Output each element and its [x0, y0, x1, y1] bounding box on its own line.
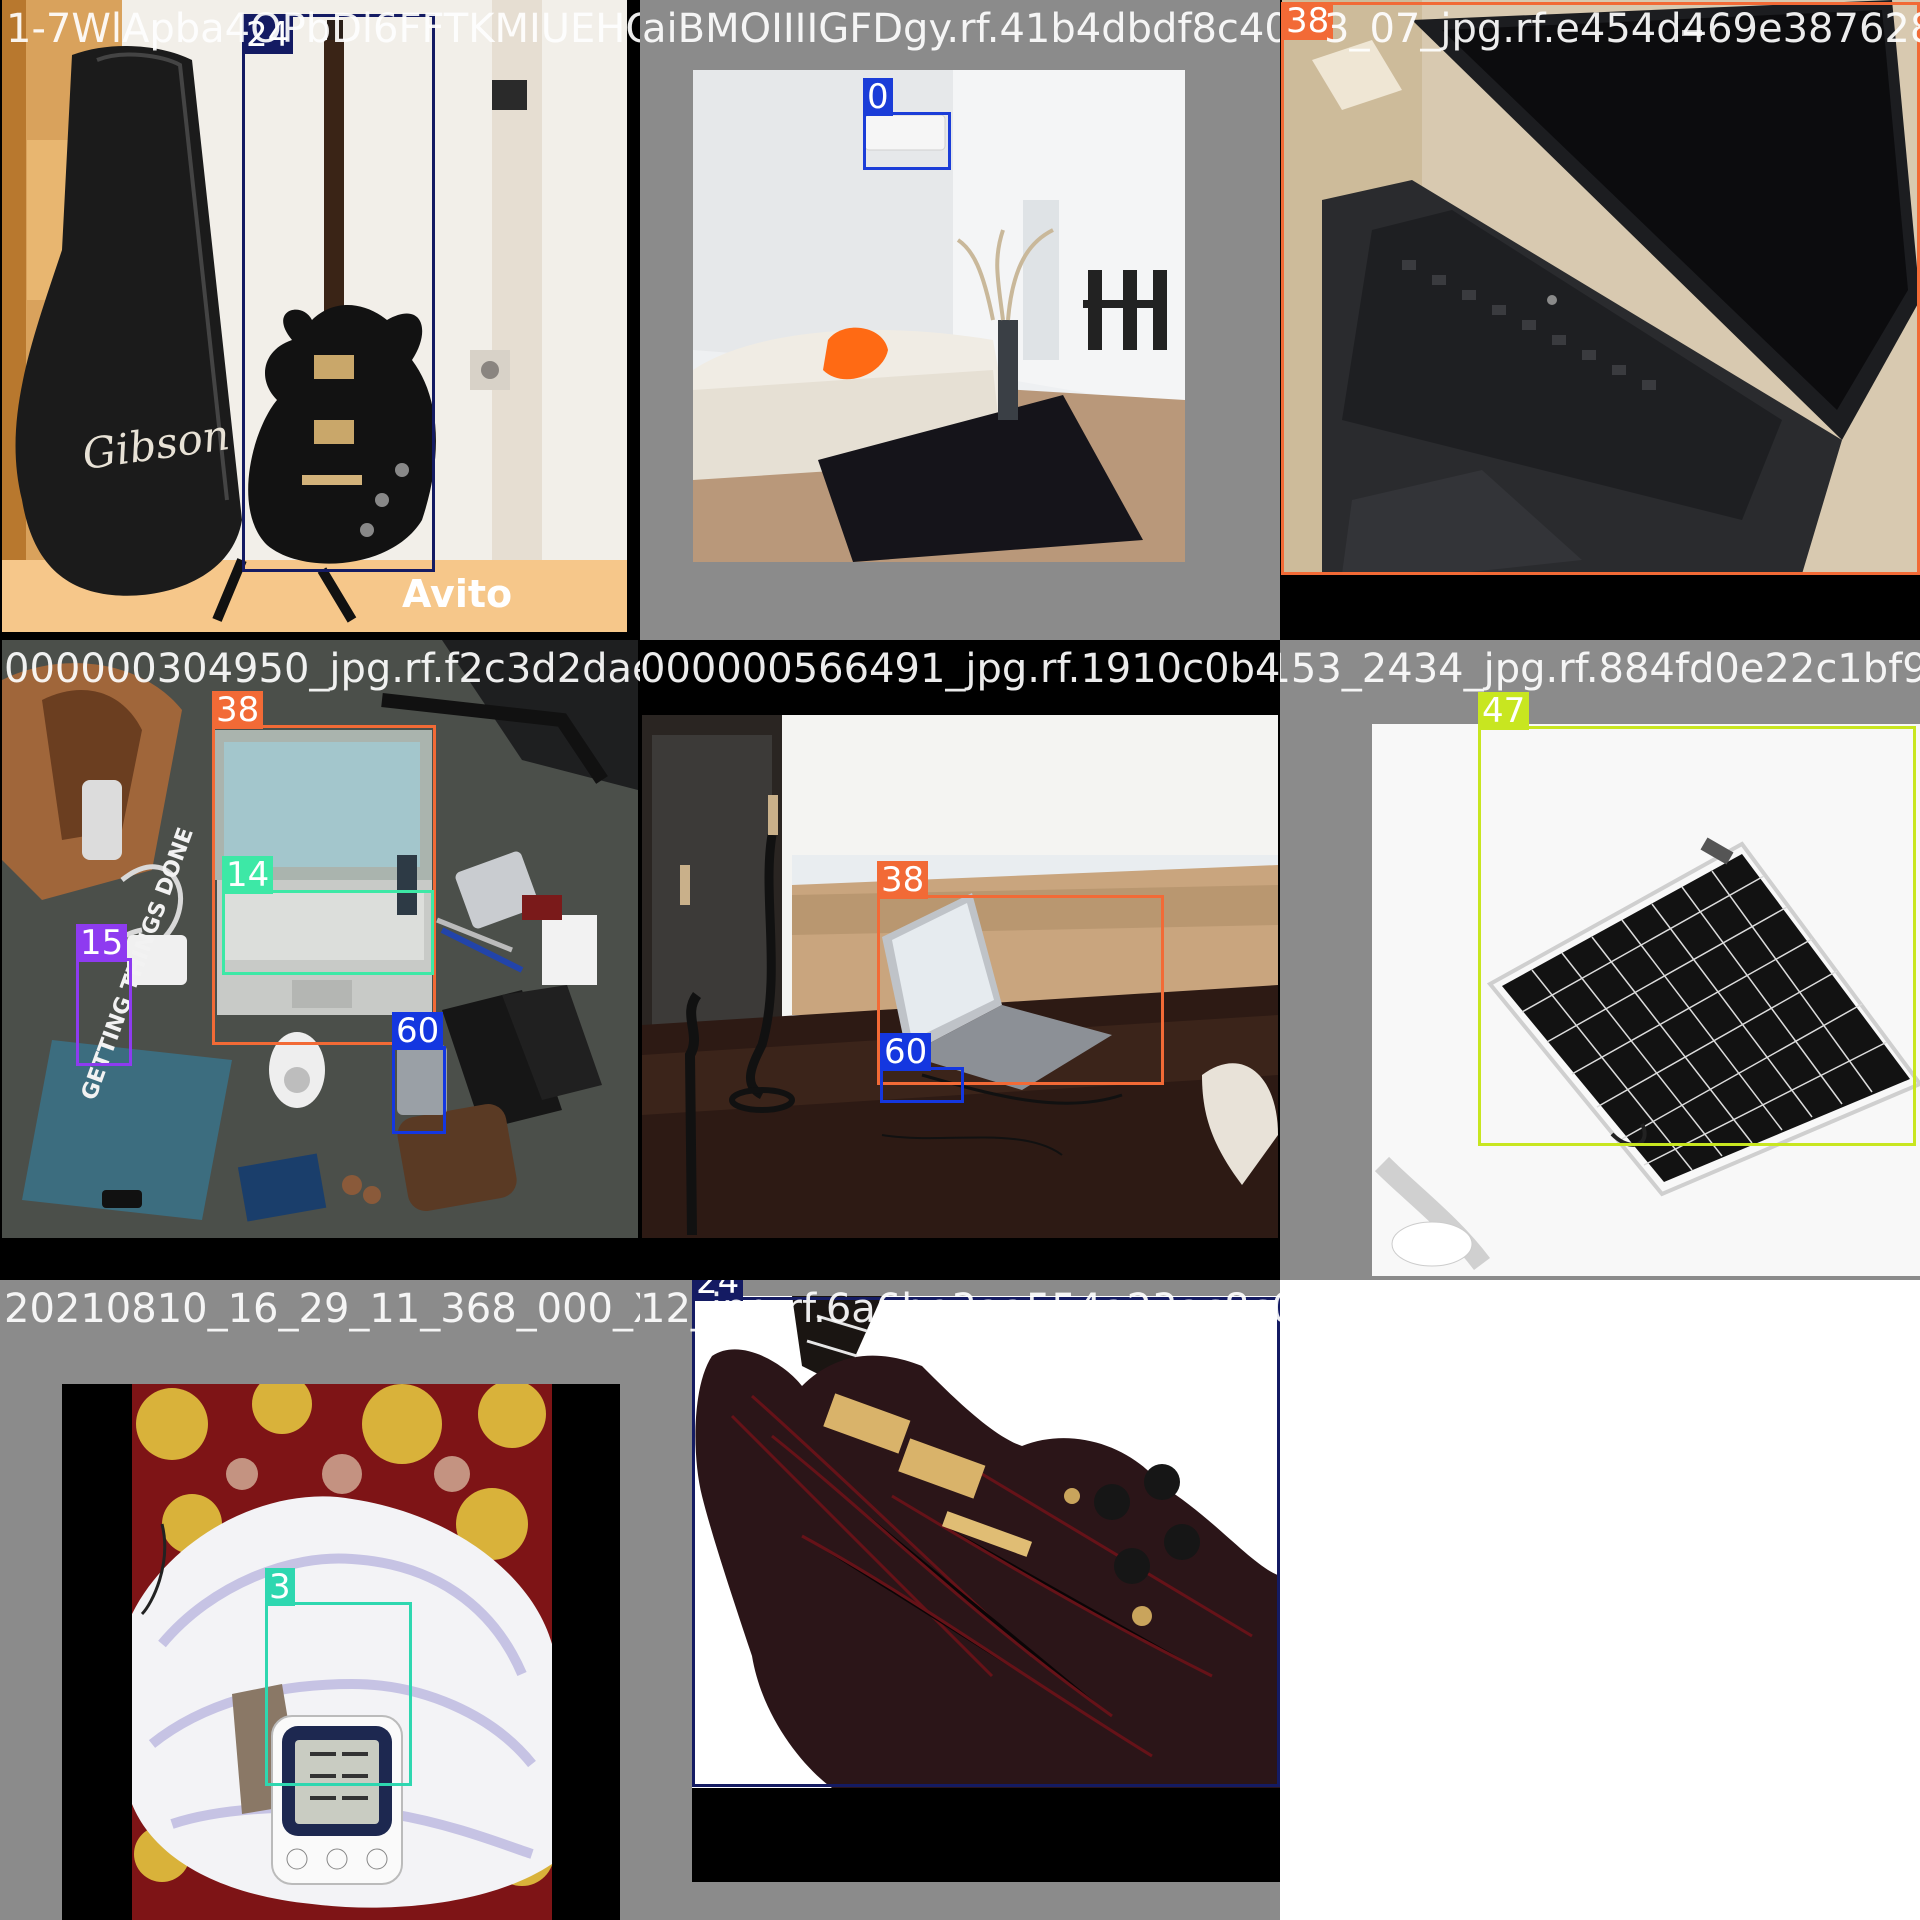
- avito-watermark: Avito: [402, 572, 513, 616]
- tile-bp-monitor: 3 20210810_16_29_11_368_000_XJvJvh2_jpg.…: [0, 1280, 640, 1920]
- tile-filename: 12_jpg.rf.6a6be3aa554a23ac8c04298bfc2: [640, 1286, 1280, 1332]
- tile-guitar: Avito Gibson 24 1-7WlApba4OPbDl6FFTKMIUE…: [0, 0, 640, 640]
- bbox-label-38: 38: [877, 861, 929, 899]
- tile-filename: 3_07_jpg.rf.e454d469e387628cef39cc: [1324, 6, 1920, 52]
- bbox-label-14: 14: [222, 856, 274, 894]
- photo-guitar-scene: Avito Gibson: [2, 0, 627, 632]
- photo-bp-monitor: [132, 1384, 552, 1920]
- tile-flat-lay: GETTING THINGS DONE 38 14 15 60 00000030…: [0, 640, 640, 1280]
- bbox-class-24: [242, 14, 435, 572]
- photo-flat-lay: GETTING THINGS DONE: [2, 640, 638, 1238]
- tile-hp-laptop: 38 3_07_jpg.rf.e454d469e387628cef39cc: [1280, 0, 1920, 640]
- photo-hp-laptop: [1282, 0, 1920, 574]
- photo-solar-panel: [1372, 724, 1920, 1276]
- bbox-label-3: 3: [265, 1568, 295, 1606]
- bbox-class-60: [392, 1046, 446, 1134]
- bbox-class-38: [212, 725, 436, 1045]
- bbox-class-3: [265, 1602, 412, 1786]
- bbox-label-24: 24: [692, 1280, 744, 1301]
- bbox-label-47: 47: [1478, 692, 1530, 730]
- bbox-label-60: 60: [392, 1012, 444, 1050]
- photo-laptop-window: [642, 715, 1278, 1238]
- tile-solar-panel: 47 1153_2434_jpg.rf.884fd0e22c1bf9988: [1280, 640, 1920, 1280]
- photo-sg-guitar: [692, 1296, 1280, 1788]
- tile-living-room: 0 aiBMOIIIIGFDgy.rf.41b4dbdf8c40650b3: [640, 0, 1280, 640]
- bbox-class-38: [1281, 2, 1920, 575]
- bbox-class-14: [222, 890, 434, 975]
- tile-filename: 1-7WlApba4OPbDl6FFTKMIUEHQ4biB_donald-Do…: [6, 6, 640, 52]
- letterbox-black: [692, 1788, 1280, 1882]
- bbox-label-60: 60: [880, 1033, 932, 1071]
- tile-sg-guitar: 24 12_jpg.rf.6a6be3aa554a23ac8c04298bfc2: [640, 1280, 1280, 1920]
- bbox-class-15: [76, 958, 132, 1066]
- tile-filename: aiBMOIIIIGFDgy.rf.41b4dbdf8c40650b3: [642, 6, 1280, 52]
- tile-filename: 000000566491_jpg.rf.1910c0b4f0936d253_24…: [640, 646, 1280, 692]
- tile-filename: 20210810_16_29_11_368_000_XJvJvh2_jpg.rf…: [4, 1286, 640, 1332]
- bbox-class-60: [880, 1067, 964, 1103]
- bbox-label-38: 38: [1282, 2, 1334, 40]
- bbox-class-38: [877, 895, 1164, 1085]
- photo-living-room: [693, 70, 1185, 562]
- bbox-label-15: 15: [76, 924, 128, 962]
- tile-filename: 000000304950_jpg.rf.f2c3d2daeb5cab3668d0: [4, 646, 640, 692]
- tile-laptop-window: 38 60 000000566491_jpg.rf.1910c0b4f0936d…: [640, 640, 1280, 1280]
- bbox-label-0: 0: [863, 78, 893, 116]
- bbox-class-24: [692, 1297, 1280, 1787]
- bbox-class-47: [1478, 726, 1916, 1146]
- bbox-label-24: 24: [242, 16, 294, 54]
- bbox-label-38: 38: [212, 691, 264, 729]
- bbox-class-0: [863, 112, 951, 170]
- tile-filename: 1153_2434_jpg.rf.884fd0e22c1bf9988: [1280, 646, 1920, 692]
